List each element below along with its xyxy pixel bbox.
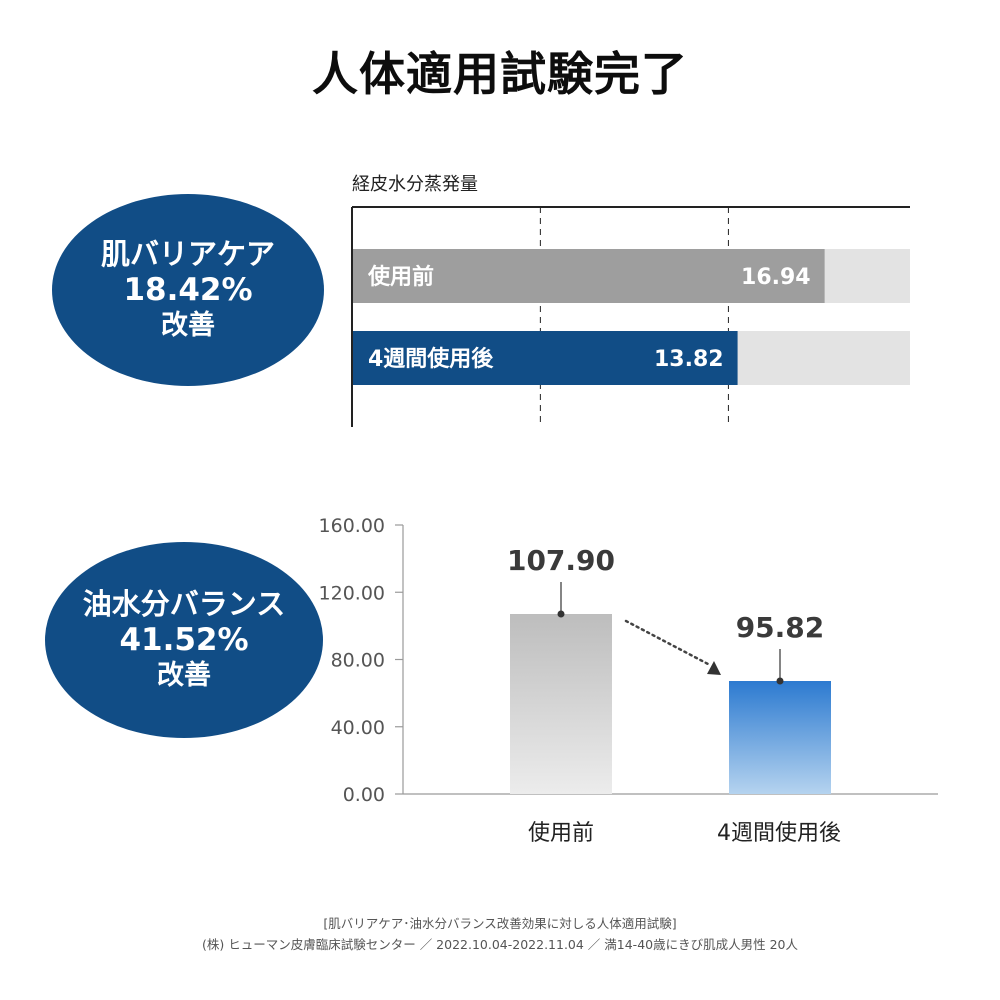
callout-skin-barrier-label: 肌バリアケア — [100, 236, 275, 271]
chart2-value-label: 95.82 — [736, 611, 825, 644]
callout-oil-water-balance: 油水分バランス 41.52% 改善 — [45, 542, 323, 738]
chart2-bar — [510, 614, 612, 794]
callout-oil-water-label: 油水分バランス — [82, 586, 286, 621]
chart2-y-tick-label: 40.00 — [331, 717, 385, 739]
chart2-category-label: 使用前 — [528, 821, 594, 846]
chart2-point — [776, 677, 784, 685]
chart1-bar — [352, 331, 738, 385]
chart2-category-label: 4週間使用後 — [717, 821, 841, 846]
chart2-y-tick-label: 160.00 — [319, 515, 385, 537]
chart2-trend-arrowhead — [707, 661, 721, 675]
chart1-category-label: 4週間使用後 — [368, 346, 494, 372]
chart1-title: 経皮水分蒸発量 — [352, 174, 478, 195]
callout-skin-barrier-percent: 18.42% — [123, 272, 253, 309]
chart2-y-tick-label: 0.00 — [343, 784, 385, 806]
chart1-bar — [352, 249, 825, 303]
chart2-y-tick-label: 120.00 — [319, 582, 385, 604]
callout-oil-water-percent: 41.52% — [119, 622, 249, 659]
callout-skin-barrier: 肌バリアケア 18.42% 改善 — [52, 194, 324, 386]
callout-oil-water-improve: 改善 — [157, 660, 211, 692]
chart2-point — [557, 610, 565, 618]
chart2-y-tick-label: 80.00 — [331, 650, 385, 672]
chart2-value-label: 107.90 — [507, 544, 615, 577]
chart1-horizontal-bar: 使用前 16.94 4週間使用後 13.82 — [351, 206, 910, 427]
page-title: 人体適用試験完了 — [312, 47, 688, 101]
callout-skin-barrier-improve: 改善 — [161, 310, 215, 342]
chart1-value-label: 13.82 — [654, 347, 724, 372]
chart2-bar — [729, 681, 831, 794]
chart2-vertical-bar: 0.00 40.00 80.00 120.00 160.00 107.90 使用前 95.82… — [319, 515, 938, 846]
chart2-trend-arrow-line — [624, 619, 710, 666]
footnote-title: [肌バリアケア･油水分バランス改善効果に対しる人体適用試験] — [323, 916, 677, 931]
footnote-details: (株) ヒューマン皮膚臨床試験センター ／ 2022.10.04-2022.11… — [202, 937, 798, 952]
chart1-value-label: 16.94 — [741, 265, 811, 290]
chart1-category-label: 使用前 — [367, 264, 434, 290]
